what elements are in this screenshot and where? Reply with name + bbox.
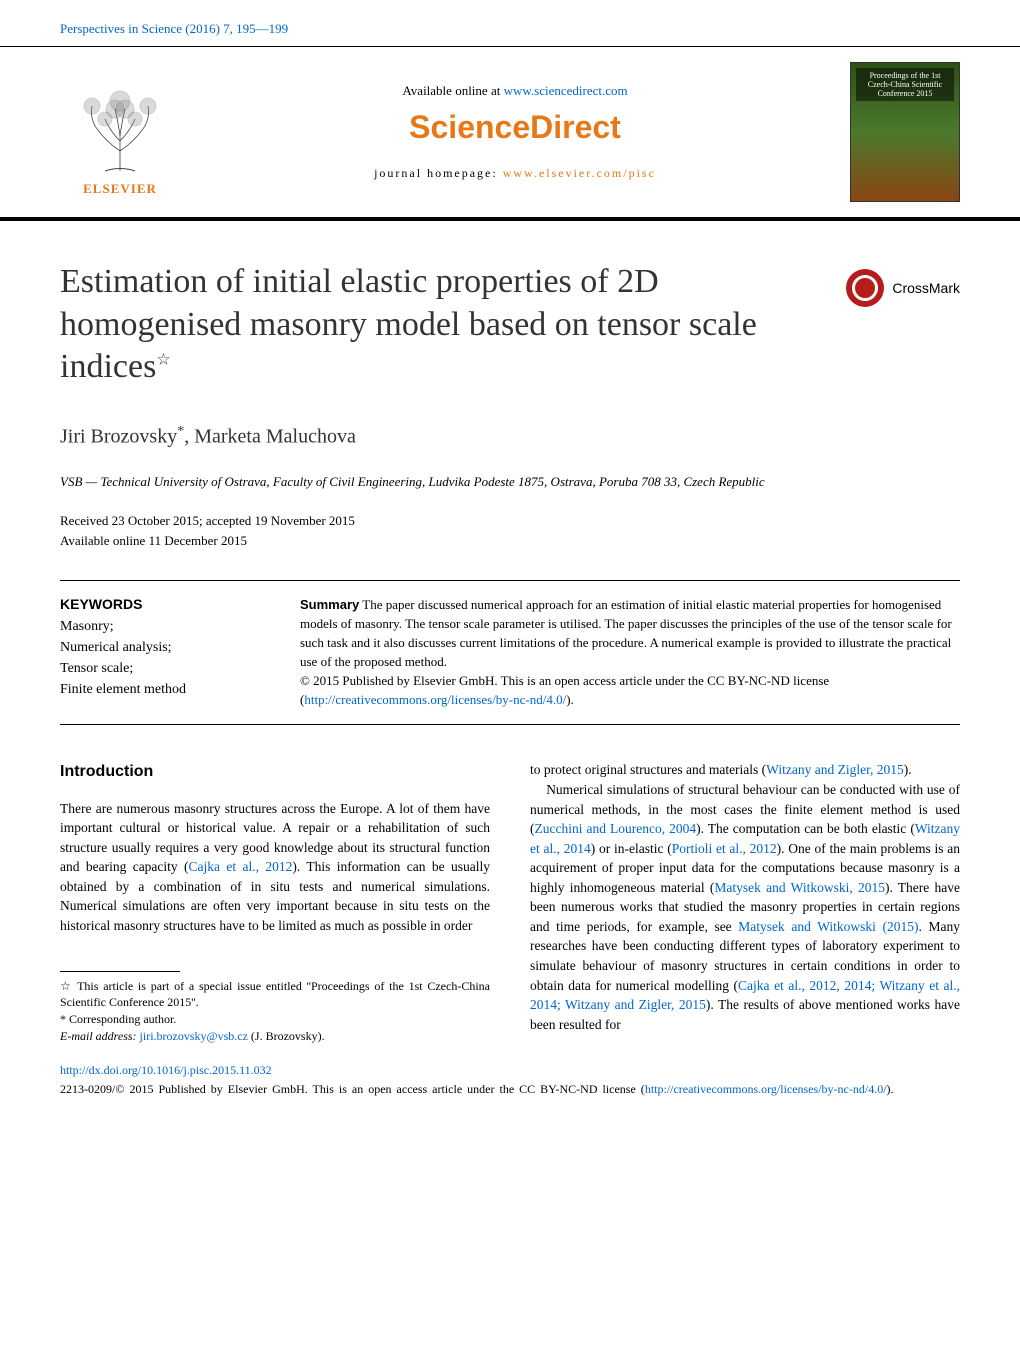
elsevier-logo: ELSEVIER: [60, 67, 180, 197]
available-prefix: Available online at: [402, 83, 503, 98]
article-title: Estimation of initial elastic properties…: [60, 261, 816, 389]
citation-link[interactable]: Zucchini and Lourenco, 2004: [535, 821, 697, 836]
author-1: Jiri Brozovsky: [60, 425, 177, 447]
footnote-2: * Corresponding author.: [60, 1011, 490, 1028]
authors: Jiri Brozovsky*, Marketa Maluchova: [60, 424, 960, 449]
keywords-title: KEYWORDS: [60, 596, 260, 612]
journal-homepage: journal homepage: www.elsevier.com/pisc: [200, 166, 830, 181]
sciencedirect-url[interactable]: www.sciencedirect.com: [504, 83, 628, 98]
citation-link[interactable]: Witzany and Zigler, 2015: [766, 762, 904, 777]
doi-link[interactable]: http://dx.doi.org/10.1016/j.pisc.2015.11…: [60, 1063, 960, 1078]
title-footnote-star: ☆: [156, 352, 170, 369]
paren-close: ).: [887, 1082, 894, 1096]
citation-link[interactable]: Matysek and Witkowski, 2015: [714, 880, 885, 895]
footnote-text: Corresponding author.: [66, 1012, 176, 1026]
email-suffix: (J. Brozovsky).: [248, 1029, 325, 1043]
intro-heading: Introduction: [60, 760, 490, 783]
header-bar: Perspectives in Science (2016) 7, 195—19…: [0, 0, 1020, 47]
available-online-date: Available online 11 December 2015: [60, 531, 960, 551]
affiliation: VSB — Technical University of Ostrava, F…: [60, 473, 960, 491]
journal-reference: Perspectives in Science (2016) 7, 195—19…: [60, 21, 288, 36]
publication-dates: Received 23 October 2015; accepted 19 No…: [60, 511, 960, 550]
summary-label: Summary: [300, 597, 359, 612]
author-rest: , Marketa Maluchova: [184, 425, 356, 447]
footnotes: ☆ This article is part of a special issu…: [60, 971, 490, 1045]
elsevier-label: ELSEVIER: [83, 181, 157, 197]
keywords-box: KEYWORDS Masonry; Numerical analysis; Te…: [60, 596, 260, 709]
summary-text: The paper discussed numerical approach f…: [300, 597, 952, 669]
intro-para-1: There are numerous masonry structures ac…: [60, 799, 490, 936]
title-row: Estimation of initial elastic properties…: [60, 261, 960, 389]
copyright-text: 2213-0209/© 2015 Published by Elsevier G…: [60, 1082, 645, 1096]
intro-para-2: Numerical simulations of structural beha…: [530, 780, 960, 1034]
received-date: Received 23 October 2015; accepted 19 No…: [60, 511, 960, 531]
summary-box: Summary The paper discussed numerical ap…: [300, 596, 960, 709]
sciencedirect-brand: ScienceDirect: [200, 109, 830, 146]
intro-para-1-cont: to protect original structures and mater…: [530, 760, 960, 780]
footnote-divider: [60, 971, 180, 972]
body-two-column: Introduction There are numerous masonry …: [60, 760, 960, 1044]
available-online: Available online at www.sciencedirect.co…: [200, 83, 830, 99]
license-link[interactable]: http://creativecommons.org/licenses/by-n…: [645, 1082, 887, 1096]
footnote-1: ☆ This article is part of a special issu…: [60, 978, 490, 1012]
elsevier-tree-icon: [70, 81, 170, 176]
citation-link[interactable]: Cajka et al., 2012: [189, 859, 293, 874]
journal-cover-image: Proceedings of the 1st Czech-China Scien…: [850, 62, 960, 202]
crossmark-label: CrossMark: [892, 280, 960, 296]
homepage-url[interactable]: www.elsevier.com/pisc: [503, 166, 656, 180]
star-icon: ☆: [60, 979, 73, 993]
left-column: Introduction There are numerous masonry …: [60, 760, 490, 1044]
footnote-text: This article is part of a special issue …: [60, 979, 490, 1010]
email-label: E-mail address:: [60, 1029, 140, 1043]
homepage-prefix: journal homepage:: [374, 166, 503, 180]
citation-link[interactable]: Matysek and Witkowski (2015): [738, 919, 918, 934]
right-column: to protect original structures and mater…: [530, 760, 960, 1044]
publisher-banner: ELSEVIER Available online at www.science…: [0, 47, 1020, 221]
keywords-list: Masonry; Numerical analysis; Tensor scal…: [60, 616, 260, 700]
cover-title: Proceedings of the 1st Czech-China Scien…: [856, 68, 954, 101]
citation-link[interactable]: Portioli et al., 2012: [672, 841, 777, 856]
copyright-footer: 2213-0209/© 2015 Published by Elsevier G…: [60, 1080, 960, 1098]
license-link[interactable]: http://creativecommons.org/licenses/by-n…: [304, 692, 566, 707]
email-link[interactable]: jiri.brozovsky@vsb.cz: [140, 1029, 248, 1043]
crossmark-badge[interactable]: CrossMark: [846, 269, 960, 307]
text-frag: ).: [904, 762, 912, 777]
paren-close: ).: [566, 692, 574, 707]
text-frag: to protect original structures and mater…: [530, 762, 766, 777]
main-content: Estimation of initial elastic properties…: [0, 221, 1020, 1118]
text-frag: ) or in-elastic (: [591, 841, 672, 856]
crossmark-icon: [846, 269, 884, 307]
keywords-summary-block: KEYWORDS Masonry; Numerical analysis; Te…: [60, 580, 960, 725]
text-frag: ). The computation can be both elastic (: [696, 821, 915, 836]
footnote-email: E-mail address: jiri.brozovsky@vsb.cz (J…: [60, 1028, 490, 1045]
banner-center: Available online at www.sciencedirect.co…: [200, 83, 830, 181]
